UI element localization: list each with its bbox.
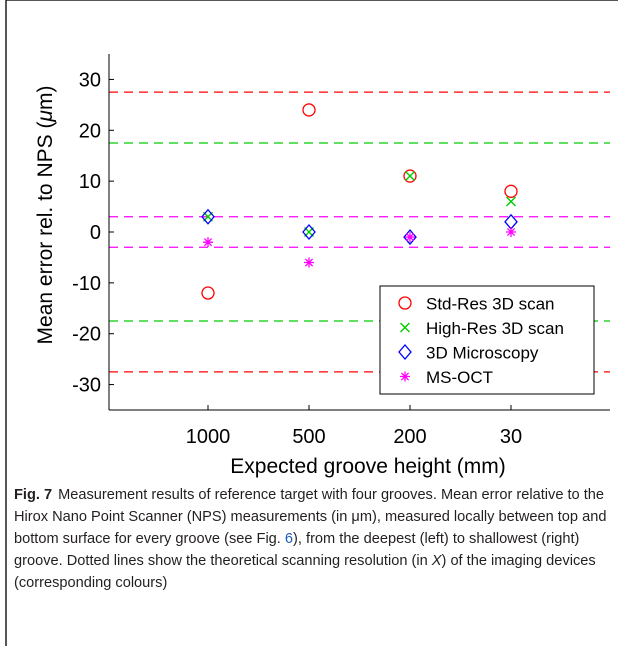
y-tick-label: -30 [72, 375, 101, 397]
y-axis-label-tail: m) [34, 86, 57, 111]
data-point-circle [201, 286, 215, 300]
figure-caption: Fig. 7 Measurement results of reference t… [14, 484, 614, 594]
x-tick-label: 30 [500, 426, 522, 448]
y-tick-label: 10 [79, 171, 101, 193]
legend-label: High-Res 3D scan [426, 319, 564, 338]
caption-text-2: ), measured locally between top and bott… [14, 509, 607, 547]
caption-text-4: ) of the imaging devices (corresponding … [14, 553, 596, 591]
y-axis-label-main: Mean error rel. to NPS ( [34, 122, 57, 345]
y-tick-label: -20 [72, 324, 101, 346]
data-point-diamond [403, 229, 417, 246]
legend-label: MS-OCT [426, 368, 493, 387]
y-tick-label: 30 [79, 69, 101, 91]
data-point-diamond [201, 208, 215, 225]
legend-marker-diamond [398, 344, 412, 360]
chart: 30 20 10 0 -10 -20 -30 1000 500 200 30 Std-Res 3D s… [34, 54, 610, 478]
legend-marker-x [400, 322, 410, 333]
y-axis-label-mu: μ [34, 110, 57, 123]
caption-text-3: ), from the deepest (left) to shallowest… [14, 531, 580, 569]
x-tick-label: 500 [292, 426, 325, 448]
y-tick-label: 20 [79, 120, 101, 142]
data-point-x [506, 196, 516, 207]
y-tick-label: -10 [72, 273, 101, 295]
caption-figure-link[interactable]: 6 [284, 531, 294, 547]
x-tick-label: 200 [393, 426, 426, 448]
y-tick-label: 0 [90, 222, 101, 244]
legend-box [379, 285, 595, 395]
plot-area: 30 20 10 0 -10 -20 -30 1000 500 200 30 Std-Res 3D s… [72, 54, 610, 448]
legend-label: 3D Microscopy [426, 344, 539, 363]
caption-unit: μm [351, 509, 372, 525]
data-point-asterisk [304, 257, 314, 268]
data-point-diamond [302, 224, 316, 240]
legend: Std-Res 3D scan High-Res 3D scan 3D Micros… [379, 285, 595, 395]
caption-label: Fig. 7 [14, 487, 53, 503]
y-axis-label: Mean error rel. to NPS (μm) [34, 86, 57, 345]
caption-axis: X [431, 553, 442, 569]
x-tick-label: 1000 [186, 426, 231, 448]
data-point-circle [403, 169, 417, 183]
data-point-circle [302, 103, 316, 117]
legend-label: Std-Res 3D scan [426, 295, 555, 314]
data-point-circle [504, 184, 518, 198]
x-axis-label: Expected groove height (mm) [230, 455, 505, 478]
data-point-asterisk [203, 237, 213, 248]
caption-text-1: Measurement results of reference target … [14, 487, 605, 525]
data-point-asterisk [405, 232, 415, 243]
data-point-x [405, 171, 415, 182]
legend-marker-circle [398, 296, 412, 310]
data-point-asterisk [506, 227, 516, 237]
legend-marker-asterisk [400, 371, 410, 382]
